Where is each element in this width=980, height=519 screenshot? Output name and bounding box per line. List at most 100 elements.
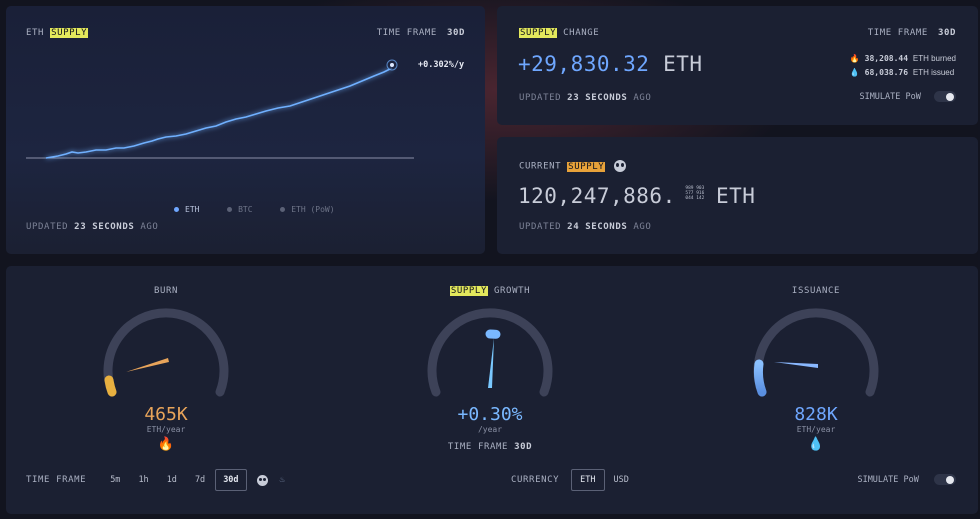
- title-prefix: ETH: [26, 28, 45, 38]
- currency-usd-button[interactable]: USD: [613, 475, 629, 485]
- supply-growth-title: SUPPLY GROWTH: [410, 286, 570, 296]
- supply-change-title: SUPPLY CHANGE: [519, 28, 599, 38]
- issued-label: ETH issued: [912, 68, 955, 77]
- growth-unit: /year: [477, 425, 503, 434]
- updated-value: 24 SECONDS: [567, 222, 628, 232]
- current-updated-text: UPDATED 24 SECONDS AGO: [519, 222, 651, 232]
- issuance-dial-fill: [753, 359, 767, 397]
- chart-updated-text: UPDATED 23 SECONDS AGO: [26, 222, 158, 232]
- drop-icon: 💧: [807, 437, 825, 452]
- supply-change-unit: ETH: [663, 52, 703, 76]
- legend-eth-pow-dot: [280, 207, 286, 212]
- fraction-line-2: 577 916: [685, 191, 705, 196]
- eth-supply-line: [45, 67, 393, 159]
- timeframe-label: TIME FRAME: [447, 442, 509, 452]
- timeframe-1h-button[interactable]: 1h: [138, 475, 149, 485]
- growth-value: +0.30%: [457, 404, 523, 425]
- current-supply-title: CURRENT SUPPLY: [519, 160, 627, 172]
- timeframe-7d-button[interactable]: 7d: [194, 475, 206, 485]
- burn-unit: ETH/year: [146, 425, 186, 434]
- legend-eth-pow[interactable]: ETH (PoW): [280, 205, 335, 214]
- title-highlight: SUPPLY: [519, 28, 558, 38]
- growth-dial: [427, 308, 553, 397]
- legend-eth-label: ETH: [185, 205, 200, 214]
- fire-icon: 🔥: [849, 54, 860, 63]
- growth-needle: [488, 338, 494, 388]
- burn-value: 465K: [144, 404, 188, 425]
- updated-prefix: UPDATED: [519, 93, 562, 103]
- panda-icon[interactable]: [256, 474, 268, 486]
- burn-issue-breakdown: 🔥 38,208.44 ETH burned 💧 68,038.76 ETH i…: [850, 54, 956, 77]
- issuance-needle: [774, 362, 818, 368]
- supply-rate-label: +0.302%/y: [418, 60, 464, 70]
- supply-line-chart: [26, 59, 414, 159]
- legend-eth-dot: [174, 207, 179, 212]
- timeframe-30d-button[interactable]: 30d: [215, 469, 247, 491]
- supply-change-amount: +29,830.32 ETH: [518, 52, 703, 76]
- timeframe-selector-label: TIME FRAME: [26, 475, 87, 485]
- burned-value: 38,208.44: [864, 54, 909, 63]
- updated-suffix: AGO: [633, 222, 652, 232]
- burn-dial: [103, 308, 229, 397]
- panda-icon[interactable]: [614, 160, 627, 172]
- updated-prefix: UPDATED: [519, 222, 562, 232]
- simulate-pow-label: SIMULATE PoW: [857, 475, 919, 485]
- timeframe-5m-button[interactable]: 5m: [110, 475, 121, 485]
- issued-row: 💧 68,038.76 ETH issued: [850, 68, 956, 77]
- issuance-dial: [753, 308, 879, 397]
- current-supply-panel: CURRENT SUPPLY 120,247,886. 989 903 577 …: [497, 137, 978, 254]
- timeframe-label: TIME FRAME: [376, 28, 437, 38]
- eth-supply-panel: ETH SUPPLY TIME FRAME 30d +0.302%/y ETH …: [6, 6, 485, 254]
- issued-value: 68,038.76: [864, 68, 909, 77]
- title-highlight: SUPPLY: [567, 161, 606, 172]
- burn-title: BURN: [153, 286, 179, 296]
- supply-change-value: +29,830.32: [518, 52, 650, 76]
- legend-btc-dot: [227, 207, 233, 212]
- updated-prefix: UPDATED: [26, 222, 69, 232]
- line-end-point[interactable]: [390, 63, 394, 67]
- growth-dial-track: [427, 308, 553, 397]
- issuance-value: 828K: [794, 404, 838, 425]
- legend-btc[interactable]: BTC: [227, 205, 253, 214]
- updated-value: 23 SECONDS: [567, 93, 628, 103]
- updated-suffix: AGO: [633, 93, 652, 103]
- timeframe-indicator: TIME FRAME 30d: [868, 28, 956, 38]
- current-supply-value: 120,247,886.: [518, 184, 676, 208]
- updated-suffix: AGO: [140, 222, 159, 232]
- gauges-panel: BURN 465K ETH/year 🔥 SUPPLY GROWTH +0.30…: [6, 266, 978, 514]
- supply-change-panel: SUPPLY CHANGE TIME FRAME 30d +29,830.32 …: [497, 6, 978, 125]
- chart-legend: ETH BTC ETH (PoW): [174, 197, 353, 216]
- legend-btc-label: BTC: [238, 205, 253, 214]
- change-updated-text: UPDATED 23 SECONDS AGO: [519, 93, 651, 103]
- simulate-pow-control: SIMULATE PoW: [857, 474, 956, 485]
- burn-needle: [126, 358, 169, 372]
- timeframe-label: TIME FRAME: [867, 28, 928, 38]
- burned-row: 🔥 38,208.44 ETH burned: [850, 54, 956, 63]
- timeframe-indicator: TIME FRAME 30d: [377, 28, 465, 38]
- currency-selector: CURRENCY ETH USD: [511, 469, 638, 491]
- title-highlight: SUPPLY: [50, 28, 89, 38]
- fraction-line-3: 044 142: [685, 196, 705, 201]
- growth-timeframe: TIME FRAME 30d: [410, 442, 570, 452]
- burn-gauge: BURN 465K ETH/year 🔥: [86, 286, 246, 452]
- flame-icon[interactable]: ♨: [279, 475, 285, 485]
- timeframe-value: 30d: [937, 28, 956, 38]
- simulate-pow-toggle[interactable]: [934, 91, 956, 102]
- fraction-line-1: 989 903: [685, 186, 705, 191]
- supply-growth-gauge: SUPPLY GROWTH +0.30% /year TIME FRAME 30…: [410, 286, 570, 452]
- simulate-pow-toggle[interactable]: [934, 474, 956, 485]
- timeframe-1d-button[interactable]: 1d: [166, 475, 177, 485]
- title-prefix: CURRENT: [519, 161, 562, 172]
- current-supply-fraction: 989 903 577 916 044 142: [685, 186, 704, 201]
- drop-icon: 💧: [849, 68, 860, 77]
- current-supply-unit: ETH: [715, 184, 756, 208]
- timeframe-selector: TIME FRAME 5m 1h 1d 7d 30d ♨: [26, 469, 285, 491]
- issuance-title: ISSUANCE: [791, 286, 841, 296]
- simulate-pow-control: SIMULATE PoW: [859, 91, 956, 102]
- title-highlight: SUPPLY: [449, 286, 488, 296]
- legend-eth[interactable]: ETH: [174, 205, 199, 214]
- burn-dial-track: [103, 308, 229, 397]
- currency-eth-button[interactable]: ETH: [571, 469, 605, 491]
- fire-icon: 🔥: [157, 437, 175, 452]
- title-suffix: GROWTH: [494, 286, 531, 296]
